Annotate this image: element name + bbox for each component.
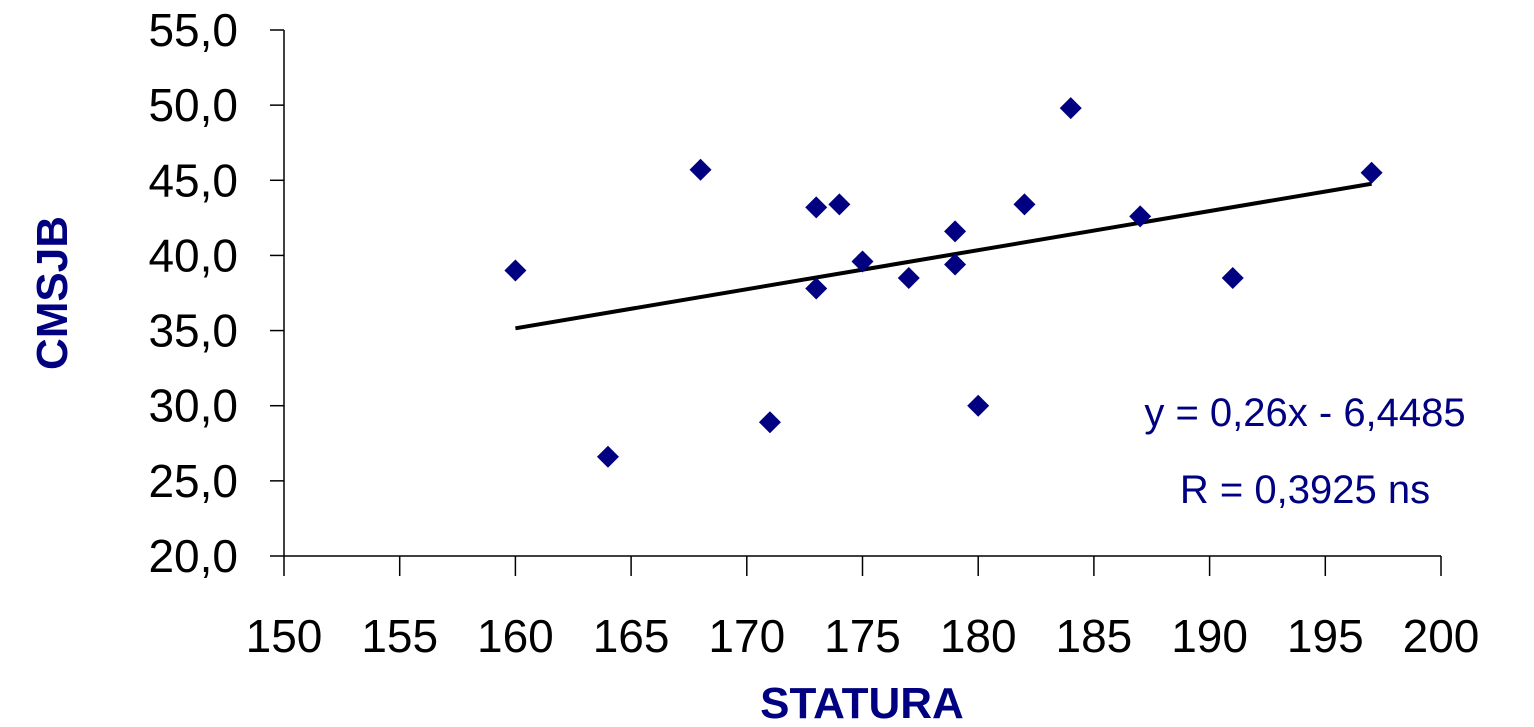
- x-tick-label: 185: [1056, 610, 1133, 662]
- data-point: [967, 394, 990, 417]
- x-tick-label: 160: [477, 610, 554, 662]
- data-point: [944, 253, 967, 276]
- data-point: [805, 196, 828, 219]
- data-point: [689, 158, 712, 181]
- y-axis-title: CMSJB: [28, 216, 77, 370]
- data-point: [596, 445, 619, 468]
- x-tick-label: 195: [1287, 610, 1364, 662]
- x-tick-label: 180: [940, 610, 1017, 662]
- y-tick-label: 40,0: [148, 229, 238, 281]
- y-tick-label: 50,0: [148, 79, 238, 131]
- x-tick-label: 150: [246, 610, 323, 662]
- r-value-label: R = 0,3925 ns: [1180, 468, 1430, 512]
- y-tick-label: 20,0: [148, 530, 238, 582]
- data-point: [851, 250, 874, 273]
- x-axis-ticks: 150 155 160 165 170 175 180 185 190 195 200: [246, 556, 1480, 662]
- data-point: [1013, 193, 1036, 216]
- y-tick-label: 35,0: [148, 305, 238, 357]
- data-point: [504, 259, 527, 282]
- x-axis-title: STATURA: [760, 679, 964, 727]
- data-point: [1360, 161, 1383, 184]
- y-axis-ticks: 55,0 50,0 45,0 40,0 35,0 30,0 25,0 20,0: [148, 4, 284, 582]
- x-tick-label: 190: [1171, 610, 1248, 662]
- data-point: [1059, 97, 1082, 120]
- trend-line: [515, 181, 1372, 331]
- x-tick-label: 165: [593, 610, 670, 662]
- data-point: [944, 220, 967, 243]
- x-tick-label: 170: [708, 610, 785, 662]
- x-tick-label: 175: [824, 610, 901, 662]
- y-tick-label: 30,0: [148, 380, 238, 432]
- x-tick-label: 155: [361, 610, 438, 662]
- y-tick-label: 55,0: [148, 4, 238, 56]
- data-point: [1129, 205, 1152, 228]
- data-point: [1221, 266, 1244, 289]
- data-point: [828, 193, 851, 216]
- equation-label: y = 0,26x - 6,4485: [1144, 391, 1465, 435]
- data-point: [758, 411, 781, 434]
- data-point: [897, 266, 920, 289]
- x-tick-label: 200: [1403, 610, 1480, 662]
- y-tick-label: 25,0: [148, 455, 238, 507]
- y-tick-label: 45,0: [148, 154, 238, 206]
- data-point: [805, 277, 828, 300]
- data-points: [504, 97, 1383, 468]
